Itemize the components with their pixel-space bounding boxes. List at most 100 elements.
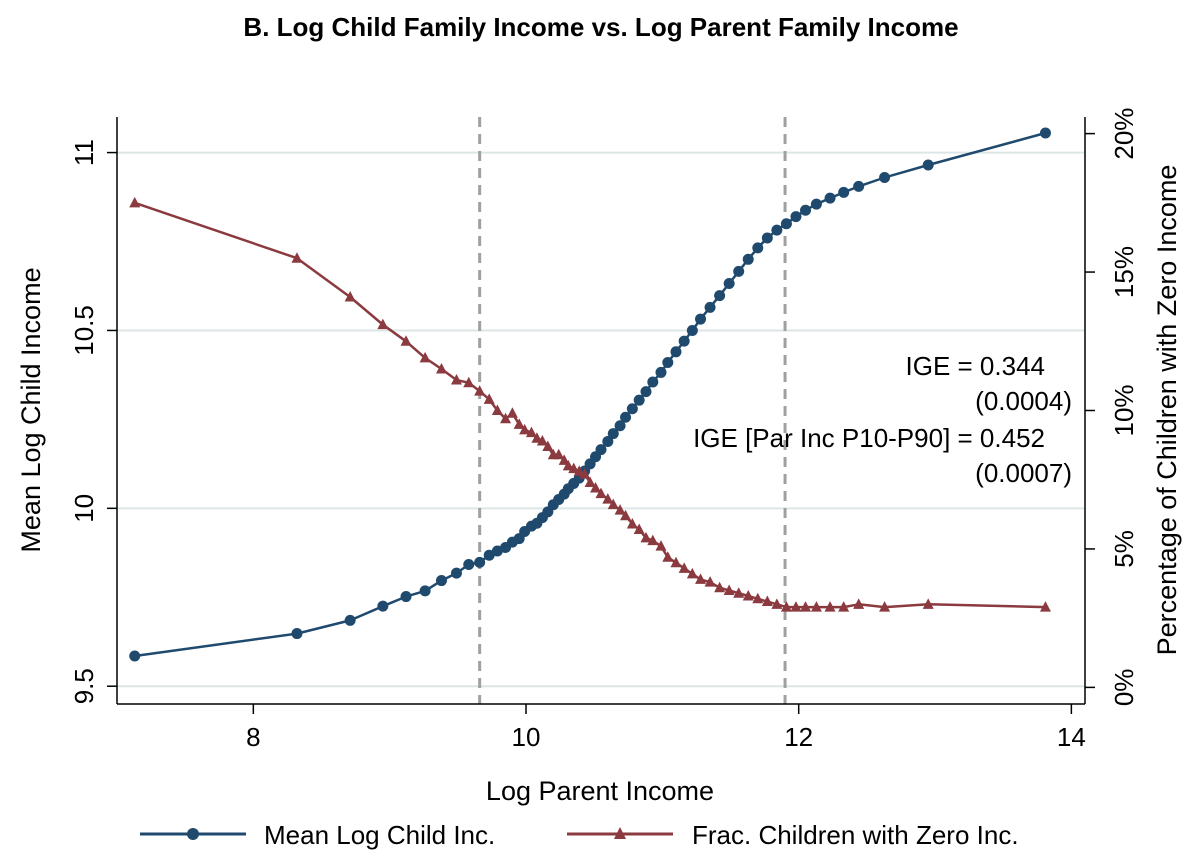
data-point	[377, 318, 389, 330]
x-tick-label: 12	[784, 722, 813, 752]
data-point	[879, 601, 891, 612]
data-point	[780, 218, 792, 230]
data-point	[647, 534, 659, 546]
data-point	[483, 549, 495, 561]
data-point	[435, 362, 447, 374]
data-point	[695, 313, 707, 325]
y-left-tick-label: 10.5	[69, 305, 99, 356]
data-point	[662, 356, 674, 368]
data-point	[607, 498, 619, 510]
y-left-tick-label: 9.5	[69, 668, 99, 704]
data-point	[662, 551, 674, 562]
annotation-ige-se: (0.0004)	[975, 386, 1072, 416]
data-point	[771, 598, 783, 609]
data-point	[686, 324, 698, 336]
y-axis-left-label: Mean Log Child Income	[16, 267, 46, 552]
data-point	[614, 420, 626, 432]
data-point	[525, 426, 537, 438]
legend-label-frac-zero: Frac. Children with Zero Inc.	[692, 820, 1019, 850]
data-point	[752, 592, 764, 604]
data-point	[463, 559, 475, 571]
data-point	[771, 224, 783, 236]
data-point	[838, 186, 850, 198]
axes: 8 10 12 14 9.5 10 10.5 11 0% 5% 10% 15% 20%	[69, 108, 1139, 752]
data-point	[584, 476, 596, 487]
y-right-tick-label: 10%	[1109, 384, 1139, 436]
data-point	[377, 600, 389, 612]
data-point	[790, 211, 802, 223]
data-point	[291, 628, 303, 640]
data-point	[590, 482, 602, 493]
data-point	[790, 601, 802, 612]
annotation-ige-p10-p90-se: (0.0007)	[975, 458, 1072, 488]
legend-swatch-marker-mean-log-child	[187, 828, 199, 840]
data-point	[853, 180, 865, 192]
data-point	[595, 444, 607, 456]
data-point	[450, 567, 462, 579]
data-point	[695, 573, 707, 584]
data-point	[129, 650, 141, 662]
gridlines	[117, 151, 1085, 688]
y-right-tick-label: 5%	[1109, 530, 1139, 568]
data-point	[655, 366, 667, 378]
data-point	[742, 590, 754, 601]
data-point	[519, 423, 531, 435]
chart-title: B. Log Child Family Income vs. Log Paren…	[243, 12, 958, 42]
reference-lines	[478, 117, 787, 704]
data-point	[824, 601, 836, 612]
data-point	[291, 252, 303, 263]
data-point	[655, 540, 667, 551]
data-point	[752, 242, 764, 254]
data-point	[733, 265, 745, 277]
data-point	[838, 601, 850, 612]
series	[129, 127, 1051, 662]
x-tick-label: 14	[1057, 722, 1086, 752]
data-point	[723, 584, 735, 595]
data-point	[633, 394, 645, 406]
data-point	[602, 493, 614, 504]
data-point	[573, 465, 585, 476]
data-point	[714, 581, 726, 593]
data-point	[678, 335, 690, 347]
y-axis-right-label: Percentage of Children with Zero Income	[1152, 165, 1182, 656]
data-point	[686, 567, 698, 579]
data-point	[474, 385, 486, 396]
legend-item-mean-log-child: Mean Log Child Inc.	[140, 820, 495, 850]
annotation-ige-p10-p90: IGE [Par Inc P10-P90] = 0.452	[693, 423, 1045, 453]
data-point	[810, 601, 822, 612]
data-point	[853, 598, 865, 609]
data-point	[800, 601, 812, 612]
data-point	[542, 440, 554, 451]
data-point	[824, 192, 836, 204]
data-point	[553, 448, 565, 460]
data-point	[761, 595, 773, 607]
y-left-tick-label: 10	[69, 494, 99, 523]
data-point	[558, 454, 570, 465]
series-line	[134, 131, 1046, 658]
data-point	[922, 598, 934, 609]
data-point	[400, 335, 412, 346]
series-mean-log-child	[129, 127, 1051, 662]
data-point	[491, 404, 503, 415]
data-point	[761, 232, 773, 244]
data-point	[879, 171, 891, 183]
data-point	[723, 277, 735, 289]
data-point	[640, 386, 652, 398]
data-point	[714, 290, 726, 302]
data-point	[562, 459, 574, 471]
series-line	[134, 201, 1046, 609]
data-point	[579, 468, 591, 479]
data-point	[742, 253, 754, 265]
data-point	[614, 504, 626, 515]
data-point	[506, 407, 518, 418]
x-tick-label: 8	[246, 722, 260, 752]
data-point	[450, 374, 462, 385]
data-point	[733, 587, 745, 598]
data-point	[513, 418, 525, 429]
y-right-tick-label: 20%	[1109, 108, 1139, 160]
data-point	[620, 411, 632, 423]
data-point	[620, 509, 632, 521]
data-point	[626, 403, 638, 415]
data-point	[419, 351, 431, 363]
